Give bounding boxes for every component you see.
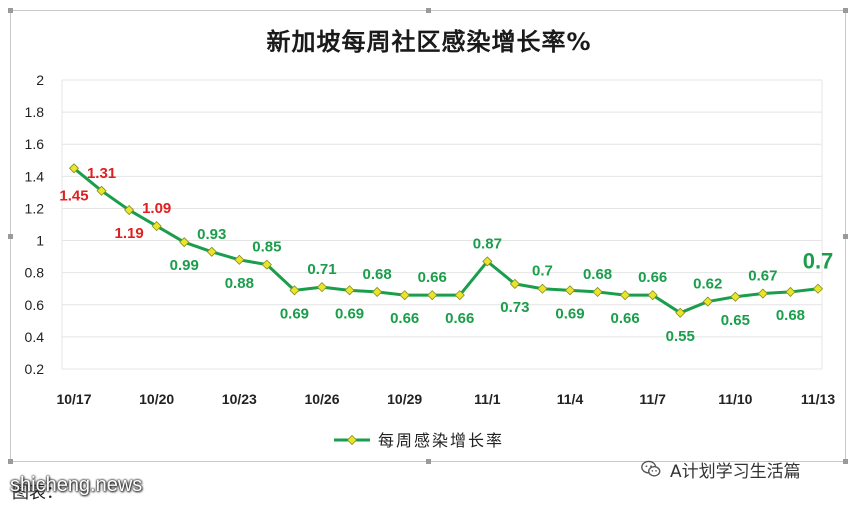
data-point: [261, 259, 272, 270]
x-tick-label: 11/4: [557, 391, 584, 407]
data-point: [812, 283, 824, 294]
data-point: [730, 291, 741, 302]
data-label: 0.69: [335, 305, 364, 322]
data-point: [785, 286, 796, 297]
data-label: 0.99: [170, 257, 199, 274]
data-label: 0.69: [280, 305, 309, 322]
data-label: 1.45: [59, 187, 88, 204]
account-name: A计划学习生活篇: [670, 461, 801, 482]
y-tick-label: 0.4: [25, 329, 45, 345]
data-label: 0.55: [666, 328, 695, 345]
data-point: [702, 296, 713, 307]
y-tick-label: 1: [36, 233, 44, 249]
data-label: 0.7: [803, 249, 834, 274]
wechat-icon: [641, 460, 661, 477]
wechat-account: A计划学习生活篇: [640, 452, 801, 486]
data-label: 0.7: [532, 263, 553, 280]
resize-handle-bottom-left[interactable]: [8, 459, 13, 464]
plot-area: [62, 80, 822, 369]
data-point: [647, 290, 658, 301]
data-label: 0.66: [638, 269, 667, 286]
legend-marker: [346, 434, 358, 446]
resize-handle-bottom[interactable]: [426, 459, 431, 464]
data-label: 0.68: [583, 266, 612, 283]
data-point: [537, 283, 548, 294]
data-point: [316, 282, 328, 293]
y-tick-label: 0.8: [25, 265, 45, 281]
source-label: 图表：: [12, 483, 63, 503]
resize-handle-left[interactable]: [8, 234, 13, 239]
data-label: 0.66: [418, 269, 447, 286]
data-label: 0.65: [721, 312, 750, 329]
series-line: [73, 167, 819, 315]
data-label: 0.73: [500, 299, 529, 316]
x-tick-label: 11/13: [801, 391, 835, 407]
data-point: [206, 246, 217, 257]
data-point: [234, 254, 245, 265]
data-point: [509, 278, 520, 289]
resize-handle-bottom-right[interactable]: [843, 459, 848, 464]
data-label: 0.88: [225, 275, 254, 292]
data-point: [179, 237, 190, 248]
data-point: [289, 285, 300, 296]
data-label: 0.71: [307, 261, 336, 278]
data-label: 0.87: [473, 235, 502, 252]
y-tick-label: 0.2: [25, 361, 45, 377]
data-point: [675, 307, 686, 318]
x-tick-label: 11/7: [639, 391, 666, 407]
data-label: 0.62: [693, 276, 722, 293]
data-label: 0.85: [252, 239, 281, 256]
data-point: [151, 221, 162, 232]
data-point: [68, 163, 80, 174]
x-tick-label: 11/1: [474, 391, 501, 407]
x-tick-label: 10/23: [222, 391, 257, 407]
data-label: 0.66: [390, 310, 419, 327]
x-tick-label: 11/10: [718, 391, 752, 407]
resize-handle-top-right[interactable]: [843, 8, 848, 13]
data-label: 0.66: [611, 310, 640, 327]
data-point: [427, 290, 438, 301]
data-point: [482, 256, 493, 267]
data-point: [96, 185, 107, 196]
data-label: 0.69: [555, 305, 584, 322]
data-point: [564, 285, 576, 296]
y-tick-label: 2: [36, 72, 44, 88]
data-label: 1.19: [115, 225, 144, 242]
data-label: 0.93: [197, 226, 226, 243]
data-label: 1.31: [87, 165, 116, 182]
x-tick-label: 10/26: [304, 391, 339, 407]
data-point: [399, 290, 410, 301]
resize-handle-right[interactable]: [843, 234, 848, 239]
y-tick-label: 1.2: [25, 200, 45, 216]
legend-label: 每周感染增长率: [378, 431, 504, 450]
data-point: [454, 290, 465, 301]
x-tick-label: 10/29: [387, 391, 422, 407]
y-tick-label: 1.6: [25, 136, 45, 152]
resize-handle-top-left[interactable]: [8, 8, 13, 13]
x-tick-label: 10/20: [139, 391, 174, 407]
data-point: [757, 288, 768, 299]
watermark: shicheng.news: [10, 474, 143, 496]
chart-title: 新加坡每周社区感染增长率%: [266, 28, 592, 56]
data-label: 0.66: [445, 310, 474, 327]
resize-handle-top[interactable]: [426, 8, 431, 13]
data-label: 0.68: [363, 266, 392, 283]
data-point: [592, 286, 603, 297]
y-tick-label: 0.6: [25, 297, 45, 313]
data-point: [620, 290, 631, 301]
data-point: [344, 285, 355, 296]
data-point: [124, 204, 135, 216]
data-label: 0.68: [776, 307, 805, 324]
data-label: 0.67: [748, 268, 777, 285]
x-tick-label: 10/17: [56, 391, 91, 407]
y-tick-label: 1.4: [25, 168, 45, 184]
data-point: [372, 286, 383, 297]
y-tick-label: 1.8: [25, 104, 45, 120]
data-label: 1.09: [142, 200, 171, 217]
